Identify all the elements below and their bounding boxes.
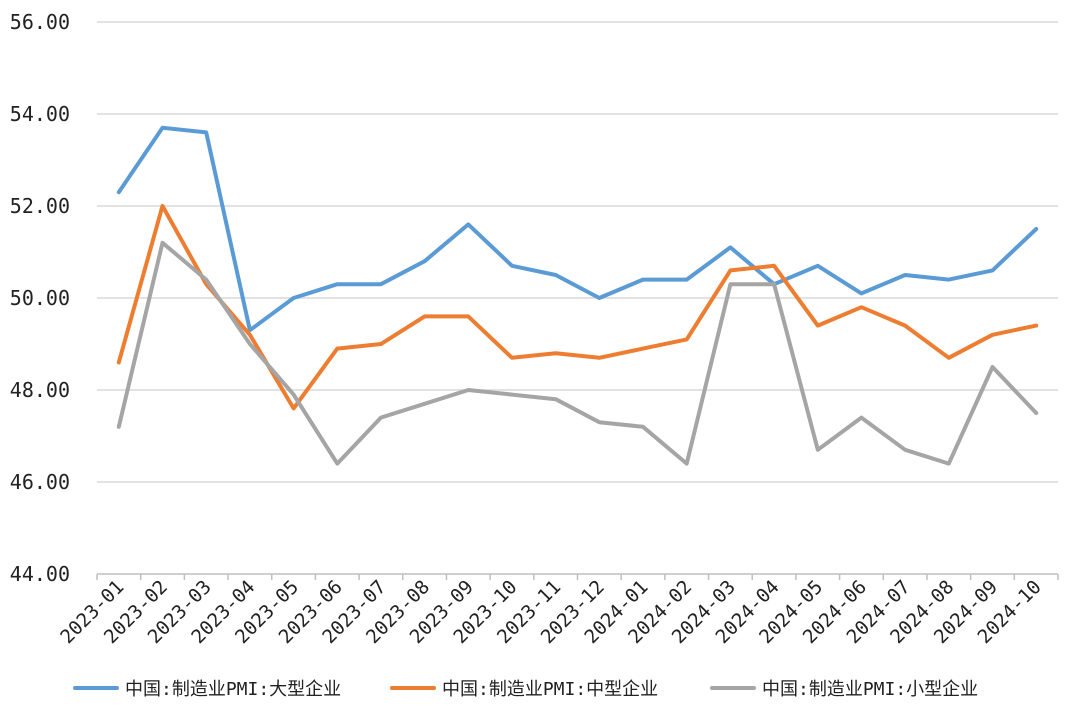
x-axis-ticks: 2023-012023-022023-032023-042023-052023-… — [56, 576, 1045, 648]
y-tick-label: 46.00 — [10, 470, 70, 494]
series-lines — [116, 125, 1039, 466]
series-line-1 — [116, 125, 1039, 333]
y-tick-label: 50.00 — [10, 286, 70, 310]
x-axis — [96, 573, 1059, 580]
legend-label: 中国:制造业PMI:大型企业 — [125, 679, 341, 700]
series-line-3 — [116, 240, 1039, 466]
y-tick-label: 48.00 — [10, 378, 70, 402]
legend-label: 中国:制造业PMI:中型企业 — [442, 679, 658, 700]
legend-label: 中国:制造业PMI:小型企业 — [762, 679, 978, 700]
gridlines — [97, 21, 1058, 483]
y-tick-label: 52.00 — [10, 194, 70, 218]
legend: 中国:制造业PMI:大型企业 中国:制造业PMI:中型企业 中国:制造业PMI:小型… — [73, 679, 978, 700]
y-axis-ticks: 44.00 46.00 48.00 50.00 52.00 54.00 56.00 — [10, 10, 70, 586]
y-tick-label: 56.00 — [10, 10, 70, 34]
y-tick-label: 44.00 — [10, 562, 70, 586]
series-line-2 — [116, 204, 1039, 411]
y-tick-label: 54.00 — [10, 102, 70, 126]
